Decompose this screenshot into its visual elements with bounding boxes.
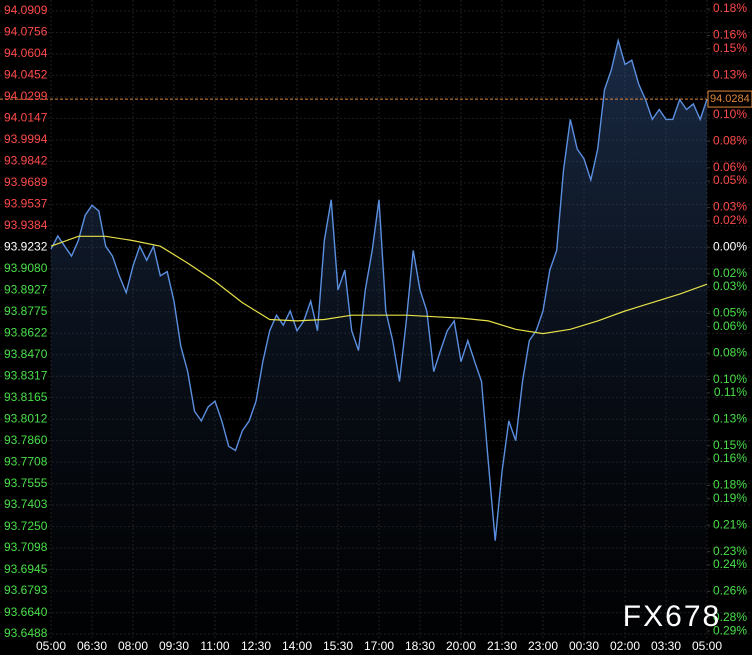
x-tick-label: 20:00: [446, 639, 476, 653]
axes: 94.0909 94.0756 94.0604 94.0452 94.0299 94.01…: [4, 1, 752, 653]
y2-tick-label: 0.13%: [713, 67, 747, 81]
y-tick-label: 94.0299: [4, 89, 48, 103]
y2-tick-label: 0.29%: [713, 623, 747, 637]
x-tick-label: 12:30: [241, 639, 271, 653]
y-tick-label: 94.0604: [4, 46, 48, 60]
y2-tick-label: 0.18%: [713, 1, 747, 15]
y-tick-label: 94.0147: [4, 111, 48, 125]
x-tick-label: 00:30: [569, 639, 599, 653]
x-tick-label: 02:00: [610, 639, 640, 653]
y2-tick-label: 0.11%: [714, 385, 747, 399]
x-tick-label: 18:30: [405, 639, 435, 653]
y2-tick-label: 0.26%: [713, 584, 747, 598]
x-tick-label: 05:00: [692, 639, 722, 653]
y-tick-label: 93.9842: [4, 154, 48, 168]
area: [51, 40, 707, 640]
y2-tick-label: 0.06%: [713, 160, 747, 174]
line: [50, 37, 708, 541]
y2-tick-label: 0.02%: [713, 266, 747, 280]
y-tick-label: 93.6488: [4, 626, 48, 640]
y2-tick-label: 0.15%: [713, 41, 747, 55]
y-tick-label: 93.8775: [4, 304, 48, 318]
y-tick-label: 93.7708: [4, 454, 48, 468]
x-tick-label: 03:30: [651, 639, 681, 653]
y-tick-label: 93.6945: [4, 562, 48, 576]
x-tick-label: 06:30: [77, 639, 107, 653]
y-tick-label: 93.6640: [4, 605, 48, 619]
y-tick-label: 93.9537: [4, 197, 48, 211]
y-tick-label: 94.0909: [4, 3, 48, 17]
y-tick-label: 93.8012: [4, 411, 48, 425]
y-tick-label: 93.7403: [4, 497, 48, 511]
y2-tick-label: 0.05%: [713, 173, 747, 187]
y-tick-label: 93.9232: [4, 239, 48, 253]
y2-tick-label: 0.02%: [713, 213, 747, 227]
y2-tick-label: 0.19%: [713, 491, 747, 505]
y2-tick-label: 0.03%: [713, 279, 747, 293]
y-tick-label: 93.9994: [4, 132, 48, 146]
y2-tick-label: 0.13%: [713, 411, 747, 425]
y-tick-label: 94.0452: [4, 68, 48, 82]
x-tick-label: 05:00: [36, 639, 66, 653]
y-tick-label: 93.8470: [4, 347, 48, 361]
y2-tick-label: 0.00%: [713, 239, 747, 253]
y-tick-label: 93.6793: [4, 583, 48, 597]
y-tick-label: 93.9689: [4, 175, 48, 189]
watermark: FX678: [623, 600, 721, 633]
y2-tick-label: 0.06%: [713, 319, 747, 333]
y2-tick-label: 0.24%: [713, 557, 747, 571]
plot: [0, 37, 708, 640]
y-tick-label: 93.9384: [4, 218, 48, 232]
y-tick-label: 93.8622: [4, 325, 48, 339]
x-tick-label: 15:30: [323, 639, 353, 653]
y2-tick-label: 0.23%: [713, 544, 747, 558]
y-tick-label: 93.7098: [4, 540, 48, 554]
y-tick-label: 93.7250: [4, 519, 48, 533]
last-price-label: 94.0284: [710, 93, 750, 105]
y-tick-label: 93.7555: [4, 476, 48, 490]
y-tick-label: 93.8165: [4, 390, 48, 404]
y-tick-label: 93.7860: [4, 433, 48, 447]
x-tick-label: 11:00: [200, 639, 229, 653]
y2-tick-label: 0.03%: [713, 200, 747, 214]
y2-tick-label: 0.28%: [713, 610, 747, 624]
x-tick-label: 23:00: [528, 639, 558, 653]
x-tick-label: 21:30: [487, 639, 517, 653]
y2-tick-label: 0.15%: [713, 438, 747, 452]
x-tick-label: 08:00: [118, 639, 148, 653]
y-tick-label: 93.9080: [4, 261, 48, 275]
y2-tick-label: 0.18%: [713, 478, 747, 492]
y2-tick-label: 0.08%: [713, 134, 747, 148]
y-tick-label: 94.0756: [4, 25, 48, 39]
x-tick-label: 09:30: [159, 639, 189, 653]
y2-tick-label: 0.10%: [713, 107, 747, 121]
x-tick-label: 14:00: [282, 639, 312, 653]
y-tick-label: 93.8317: [4, 368, 48, 382]
y2-tick-label: 0.05%: [713, 306, 747, 320]
y2-tick-label: 0.16%: [713, 451, 747, 465]
y2-tick-label: 0.10%: [713, 372, 747, 386]
y2-tick-label: 0.21%: [713, 517, 747, 531]
line: [50, 235, 708, 335]
last-price-box: [707, 90, 752, 108]
y-tick-label: 93.8927: [4, 282, 48, 296]
y2-tick-label: 0.08%: [713, 345, 747, 359]
x-tick-label: 17:00: [364, 639, 394, 653]
y2-tick-label: 0.16%: [713, 28, 747, 42]
